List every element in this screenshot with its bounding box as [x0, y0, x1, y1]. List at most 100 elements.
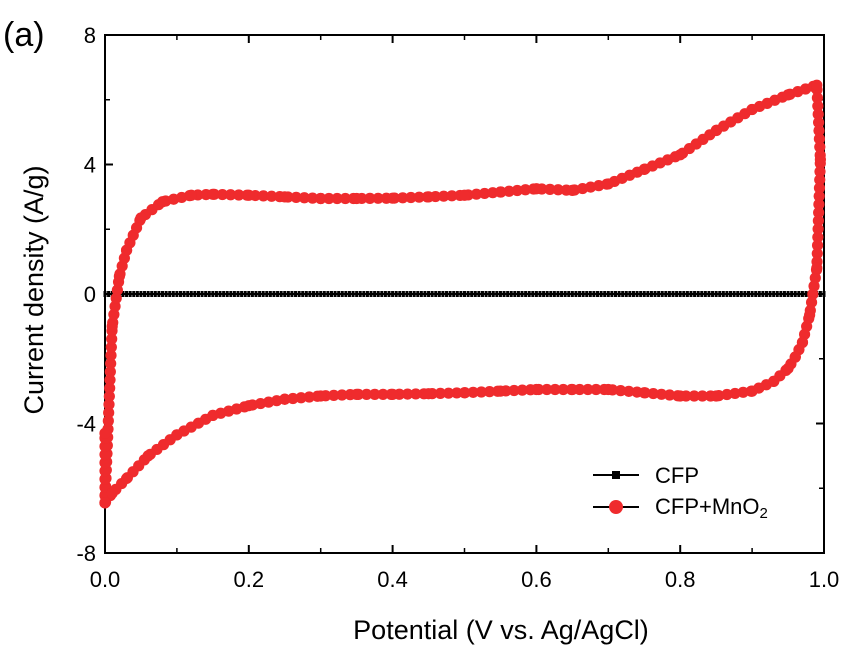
legend-marker-mno2: [609, 500, 623, 514]
cfp-point: [491, 291, 495, 297]
cfp-point: [146, 291, 150, 297]
mno2-point: [298, 192, 310, 204]
mno2-point: [287, 392, 299, 405]
mno2-point: [623, 385, 635, 397]
cfp-point: [516, 291, 520, 297]
mno2-point: [813, 198, 825, 210]
cfp-point: [445, 291, 449, 297]
mno2-data-point: [789, 351, 801, 363]
mno2-point: [467, 386, 479, 398]
cfp-point: [168, 291, 172, 297]
mno2-data-point: [494, 385, 507, 397]
cfp-point: [182, 291, 186, 297]
cfp-point: [423, 291, 427, 297]
mno2-data-point: [811, 79, 823, 91]
cfp-point: [315, 291, 319, 297]
mno2-point: [103, 398, 115, 411]
cfp-point: [279, 291, 283, 297]
mno2-point: [99, 457, 111, 469]
cfp-point: [524, 291, 528, 297]
cfp-point: [229, 291, 233, 297]
cfp-point: [250, 291, 254, 297]
cfp-point: [409, 291, 413, 297]
cfp-point: [143, 291, 147, 297]
cfp-point: [272, 291, 276, 297]
mno2-point: [813, 116, 825, 129]
mno2-point: [377, 388, 389, 400]
cfp-point: [103, 291, 107, 297]
mno2-data-point: [207, 188, 219, 200]
mno2-point: [557, 383, 569, 396]
mno2-data-point: [120, 472, 133, 485]
cfp-point: [326, 291, 330, 297]
mno2-point: [812, 100, 824, 112]
mno2-data-point: [782, 89, 794, 101]
mno2-point: [813, 182, 826, 194]
cfp-point: [261, 291, 265, 297]
mno2-data-point: [387, 388, 399, 400]
mno2-point: [105, 341, 117, 353]
cfp-point: [207, 291, 211, 297]
mno2-data-point: [530, 183, 543, 195]
cfp-point: [754, 291, 758, 297]
cfp-point: [725, 291, 729, 297]
cfp-point: [739, 291, 743, 297]
cfp-point: [818, 291, 822, 297]
mno2-point: [814, 141, 826, 153]
cfp-point: [139, 291, 143, 297]
cfp-point: [736, 291, 740, 297]
cfp-point: [416, 291, 420, 297]
cfp-point: [606, 291, 610, 297]
mno2-data-point: [458, 189, 471, 201]
mno2-point: [438, 190, 450, 202]
cfp-point: [527, 291, 531, 297]
cfp-point: [463, 291, 466, 297]
mno2-data-point: [243, 189, 255, 201]
cfp-point: [498, 291, 502, 297]
mno2-point: [410, 388, 422, 400]
cfp-point: [603, 291, 607, 297]
mno2-data-point: [710, 124, 722, 137]
mno2-data-point: [811, 262, 823, 274]
cfp-point: [613, 291, 617, 297]
cfp-point: [506, 291, 510, 297]
mno2-point: [336, 389, 348, 401]
cfp-point: [563, 291, 567, 297]
x-tick-label: 1.0: [809, 567, 840, 592]
cfp-point: [480, 291, 484, 297]
mno2-data-point: [782, 362, 794, 375]
cfp-point: [617, 291, 621, 297]
mno2-point: [103, 407, 115, 419]
mno2-point: [615, 385, 627, 397]
cfp-point: [624, 291, 628, 297]
cfp-point: [304, 291, 308, 297]
mno2-point: [102, 415, 114, 427]
mno2-point: [812, 215, 824, 227]
cfp-point: [721, 291, 725, 297]
cfp-point: [398, 291, 402, 297]
cfp-point: [373, 291, 377, 297]
mno2-data-point: [106, 487, 118, 499]
mno2-point: [696, 390, 708, 402]
mno2-point: [331, 192, 343, 205]
cfp-point: [790, 291, 794, 297]
mno2-data-point: [530, 383, 543, 396]
mno2-point: [811, 247, 823, 260]
cfp-point: [747, 291, 751, 297]
mno2-point: [360, 388, 373, 400]
cfp-point: [804, 291, 808, 297]
y-tick-label: 4: [84, 153, 96, 178]
mno2-point: [541, 383, 553, 396]
cfp-point: [110, 291, 114, 297]
mno2-data-point: [113, 270, 125, 282]
mno2-point: [225, 189, 237, 201]
mno2-point: [104, 374, 116, 386]
mno2-point: [475, 386, 487, 398]
cfp-point: [193, 291, 197, 297]
y-tick-label: 0: [84, 282, 96, 307]
y-tick-label: -8: [76, 541, 96, 566]
cfp-point: [153, 291, 157, 297]
mno2-point: [397, 192, 409, 204]
mno2-data-point: [710, 390, 722, 402]
mno2-point: [655, 388, 668, 400]
